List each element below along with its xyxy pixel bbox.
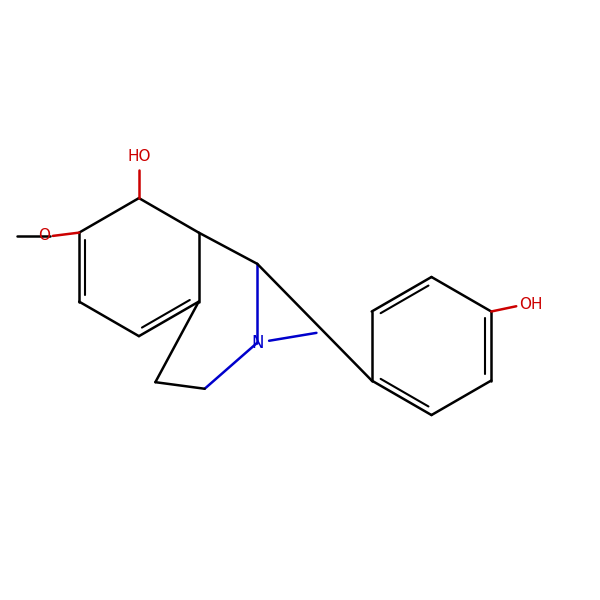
Text: HO: HO bbox=[127, 149, 151, 164]
Text: N: N bbox=[251, 334, 263, 352]
Text: OH: OH bbox=[519, 298, 542, 313]
Text: O: O bbox=[38, 229, 50, 244]
